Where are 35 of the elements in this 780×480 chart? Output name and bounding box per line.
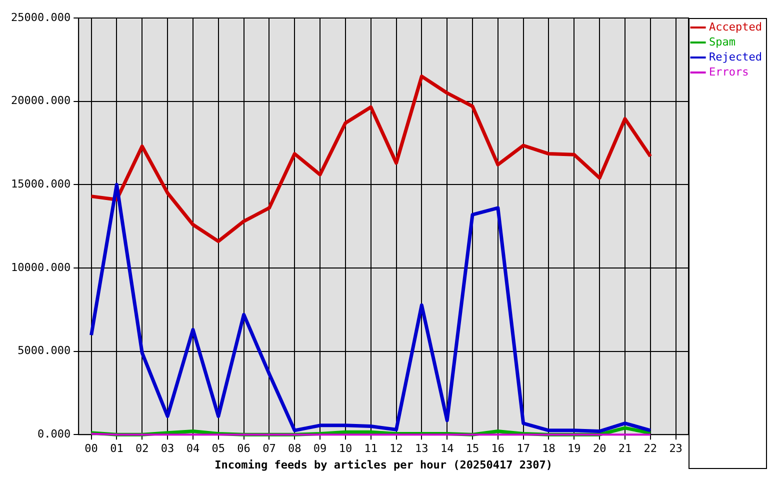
x-tick-label: 07 — [262, 442, 276, 456]
x-tick-label: 03 — [160, 442, 174, 456]
x-tick-label: 12 — [390, 442, 403, 456]
y-tick-label: 10000.000 — [10, 260, 71, 274]
legend-label: Accepted — [709, 20, 762, 34]
x-tick-label: 23 — [669, 442, 682, 456]
y-tick-label: 20000.000 — [10, 94, 71, 108]
x-tick-label: 22 — [644, 442, 658, 456]
legend-label: Rejected — [709, 50, 762, 64]
x-tick-label: 17 — [516, 442, 530, 456]
x-tick-label: 01 — [110, 442, 124, 456]
x-tick-label: 02 — [136, 442, 149, 456]
x-tick-label: 04 — [186, 442, 200, 456]
x-tick-label: 20 — [592, 442, 606, 456]
x-tick-label: 09 — [313, 442, 327, 456]
x-tick-label: 00 — [84, 442, 98, 456]
x-tick-label: 16 — [491, 442, 505, 456]
x-tick-label: 15 — [466, 442, 480, 456]
x-tick-label: 05 — [212, 442, 225, 456]
x-tick-label: 21 — [618, 442, 632, 456]
y-tick-label: 5000.000 — [18, 344, 71, 358]
y-tick-label: 15000.000 — [10, 178, 71, 190]
x-axis-title: Incoming feeds by articles per hour (20250417 2307) — [214, 458, 552, 472]
x-tick-label: 19 — [568, 442, 581, 456]
x-tick-label: 10 — [338, 442, 352, 456]
x-tick-label: 18 — [542, 442, 556, 456]
y-tick-label: 0.000 — [37, 427, 71, 440]
x-tick-label: 06 — [237, 442, 250, 456]
x-tick-label: 13 — [415, 442, 428, 456]
y-tick-label: 25000.000 — [10, 10, 71, 24]
x-tick-label: 11 — [364, 442, 378, 456]
legend-label: Errors — [709, 65, 749, 78]
x-tick-label: 08 — [288, 442, 302, 456]
legend-label: Spam — [709, 35, 736, 48]
x-tick-label: 14 — [440, 442, 454, 456]
